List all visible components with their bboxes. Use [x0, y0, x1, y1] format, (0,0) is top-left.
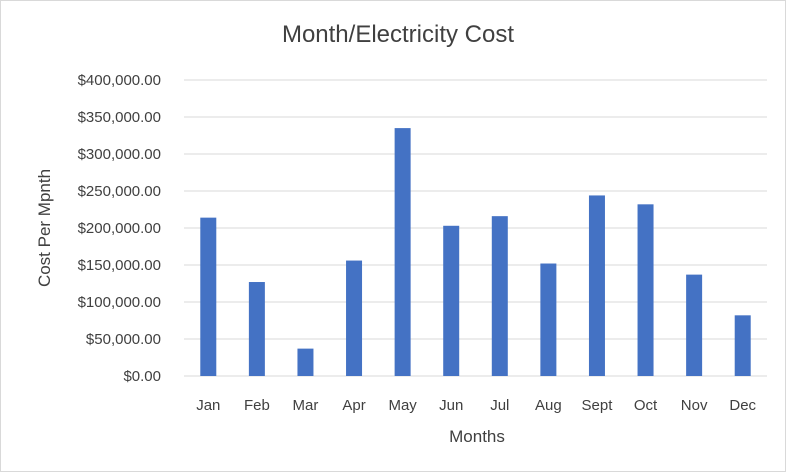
y-tick-label: $200,000.00 [78, 220, 161, 237]
bar-feb [248, 282, 265, 376]
bar-sept [588, 195, 605, 376]
x-tick-label: Jul [490, 397, 509, 414]
bar-jan [200, 217, 217, 376]
bar-dec [734, 315, 751, 376]
bar-oct [637, 204, 654, 376]
y-tick-label: $50,000.00 [86, 331, 161, 348]
x-tick-label: Sept [582, 397, 614, 414]
x-tick-label: Jan [196, 397, 220, 414]
chart-title: Month/Electricity Cost [282, 21, 514, 48]
y-axis-title: Cost Per Mpnth [35, 169, 54, 287]
y-tick-labels: $0.00 $50,000.00 $100,000.00 $150,000.00 $20… [78, 72, 161, 385]
bar-nov [686, 274, 703, 376]
x-tick-label: Jun [439, 397, 463, 414]
x-tick-label: Aug [535, 397, 562, 414]
x-tick-label: Mar [293, 397, 319, 414]
y-tick-label: $100,000.00 [78, 294, 161, 311]
bar-apr [346, 260, 363, 376]
x-tick-label: May [388, 397, 417, 414]
bar-may [394, 128, 411, 376]
y-tick-label: $350,000.00 [78, 109, 161, 126]
x-tick-label: Nov [681, 397, 708, 414]
bar-jun [443, 225, 460, 376]
y-tick-label: $300,000.00 [78, 146, 161, 163]
y-tick-label: $250,000.00 [78, 183, 161, 200]
x-axis-title: Months [449, 427, 505, 446]
x-tick-labels: Jan Feb Mar Apr May Jun Jul Aug Sept Oct Nov Dec [196, 397, 756, 414]
x-tick-label: Feb [244, 397, 270, 414]
x-tick-label: Apr [342, 397, 365, 414]
x-tick-label: Dec [729, 397, 756, 414]
y-tick-label: $400,000.00 [78, 72, 161, 89]
bar-aug [540, 263, 557, 376]
bar-jul [491, 216, 508, 376]
bars [200, 128, 751, 376]
x-tick-label: Oct [634, 397, 658, 414]
gridlines [184, 79, 767, 377]
bar-mar [297, 348, 314, 376]
y-tick-label: $0.00 [123, 368, 161, 385]
y-tick-label: $150,000.00 [78, 257, 161, 274]
